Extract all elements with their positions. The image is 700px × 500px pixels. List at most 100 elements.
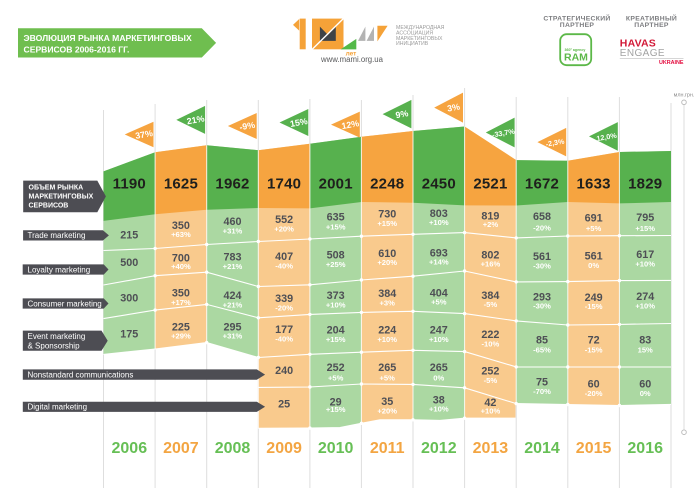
svg-text:СЕРВИСОВ 2006-2016 ГГ.: СЕРВИСОВ 2006-2016 ГГ. bbox=[24, 44, 130, 54]
svg-text:-20%: -20% bbox=[533, 223, 551, 232]
svg-text:www.mami.org.ua: www.mami.org.ua bbox=[320, 55, 384, 64]
svg-text:42: 42 bbox=[484, 397, 496, 409]
svg-text:Loyalty marketing: Loyalty marketing bbox=[28, 265, 91, 274]
svg-text:+10%: +10% bbox=[481, 407, 501, 416]
svg-text:+10%: +10% bbox=[326, 300, 346, 309]
svg-text:МЕЖДУНАРОДНАЯ: МЕЖДУНАРОДНАЯ bbox=[396, 25, 445, 31]
svg-text:2006: 2006 bbox=[112, 440, 148, 457]
svg-text:60: 60 bbox=[639, 379, 651, 391]
svg-text:274: 274 bbox=[636, 291, 654, 303]
svg-text:-40%: -40% bbox=[275, 334, 293, 343]
svg-text:& Sponsorship: & Sponsorship bbox=[28, 341, 81, 350]
svg-text:+31%: +31% bbox=[223, 331, 243, 340]
svg-text:-30%: -30% bbox=[533, 302, 551, 311]
svg-text:177: 177 bbox=[275, 324, 293, 336]
svg-text:1190: 1190 bbox=[113, 176, 146, 193]
svg-text:-65%: -65% bbox=[533, 345, 551, 354]
svg-text:295: 295 bbox=[223, 322, 241, 334]
svg-text:25: 25 bbox=[278, 399, 290, 411]
svg-text:1625: 1625 bbox=[164, 176, 198, 193]
svg-text:СТРАТЕГИЧЕСКИЙ: СТРАТЕГИЧЕСКИЙ bbox=[543, 13, 610, 22]
svg-text:552: 552 bbox=[275, 214, 293, 226]
svg-text:635: 635 bbox=[327, 212, 345, 224]
svg-text:265: 265 bbox=[430, 362, 448, 374]
svg-text:лет: лет bbox=[346, 50, 357, 57]
svg-text:-20%: -20% bbox=[275, 303, 293, 312]
svg-text:КРЕАТИВНЫЙ: КРЕАТИВНЫЙ bbox=[626, 13, 677, 22]
svg-text:2015: 2015 bbox=[576, 440, 612, 457]
svg-text:АССОЦИАЦИЯ: АССОЦИАЦИЯ bbox=[396, 30, 433, 36]
svg-text:803: 803 bbox=[430, 208, 448, 220]
svg-text:29: 29 bbox=[330, 397, 342, 409]
svg-text:МАРКЕТИНГОВЫХ: МАРКЕТИНГОВЫХ bbox=[396, 36, 443, 42]
svg-text:Nonstandard communications: Nonstandard communications bbox=[28, 370, 134, 379]
svg-text:HAVAS: HAVAS bbox=[620, 38, 656, 50]
svg-text:252: 252 bbox=[327, 362, 345, 374]
svg-text:-5%: -5% bbox=[484, 300, 498, 309]
svg-text:38: 38 bbox=[433, 395, 445, 407]
svg-text:+15%: +15% bbox=[326, 335, 346, 344]
svg-text:+15%: +15% bbox=[377, 219, 397, 228]
svg-text:610: 610 bbox=[378, 248, 396, 260]
svg-text:224: 224 bbox=[378, 325, 396, 337]
svg-text:+21%: +21% bbox=[223, 262, 243, 271]
svg-text:373: 373 bbox=[327, 290, 345, 302]
svg-text:+21%: +21% bbox=[223, 300, 243, 309]
svg-text:72: 72 bbox=[588, 335, 600, 347]
svg-text:0%: 0% bbox=[588, 261, 599, 270]
svg-text:252: 252 bbox=[481, 366, 499, 378]
svg-text:+10%: +10% bbox=[429, 404, 449, 413]
svg-text:ПАРТНЕР: ПАРТНЕР bbox=[634, 22, 669, 29]
svg-text:1672: 1672 bbox=[525, 176, 559, 193]
svg-text:-15%: -15% bbox=[585, 345, 603, 354]
svg-text:37%: 37% bbox=[134, 128, 153, 141]
svg-text:1740: 1740 bbox=[267, 176, 301, 193]
svg-text:ОБЪЕМ РЫНКА: ОБЪЕМ РЫНКА bbox=[29, 185, 84, 192]
svg-text:-30%: -30% bbox=[533, 261, 551, 270]
svg-text:2450: 2450 bbox=[422, 176, 456, 193]
svg-text:500: 500 bbox=[120, 257, 138, 269]
svg-text:ENGAGE: ENGAGE bbox=[620, 48, 665, 59]
svg-text:360° agency: 360° agency bbox=[565, 48, 586, 52]
svg-text:3%: 3% bbox=[446, 102, 460, 114]
svg-text:Digital marketing: Digital marketing bbox=[28, 403, 88, 412]
svg-text:+15%: +15% bbox=[326, 405, 346, 414]
svg-text:2011: 2011 bbox=[370, 440, 405, 457]
svg-text:-40%: -40% bbox=[275, 261, 293, 270]
svg-text:+15%: +15% bbox=[635, 224, 655, 233]
svg-text:819: 819 bbox=[481, 211, 499, 223]
svg-text:+3%: +3% bbox=[379, 298, 395, 307]
svg-text:+10%: +10% bbox=[635, 260, 655, 269]
svg-text:-70%: -70% bbox=[533, 387, 551, 396]
svg-text:247: 247 bbox=[430, 325, 448, 337]
svg-text:75: 75 bbox=[536, 377, 548, 389]
svg-text:802: 802 bbox=[481, 250, 499, 262]
svg-text:83: 83 bbox=[639, 335, 651, 347]
svg-text:404: 404 bbox=[430, 287, 448, 299]
svg-text:+25%: +25% bbox=[326, 260, 346, 269]
svg-text:+10%: +10% bbox=[429, 335, 449, 344]
svg-text:ЭВОЛЮЦИЯ РЫНКА МАРКЕТИНГОВЫХ: ЭВОЛЮЦИЯ РЫНКА МАРКЕТИНГОВЫХ bbox=[24, 33, 192, 43]
svg-text:+40%: +40% bbox=[171, 262, 191, 271]
svg-text:-15%: -15% bbox=[585, 302, 603, 311]
svg-text:+10%: +10% bbox=[377, 335, 397, 344]
svg-text:249: 249 bbox=[585, 292, 603, 304]
svg-text:+20%: +20% bbox=[377, 258, 397, 267]
svg-text:300: 300 bbox=[120, 292, 138, 304]
svg-text:+5%: +5% bbox=[328, 373, 344, 382]
svg-text:12,0%: 12,0% bbox=[596, 131, 618, 144]
svg-text:ПАРТНЕР: ПАРТНЕР bbox=[560, 22, 595, 29]
svg-text:1962: 1962 bbox=[215, 176, 249, 193]
svg-text:+15%: +15% bbox=[326, 222, 346, 231]
svg-text:+20%: +20% bbox=[274, 224, 294, 233]
svg-text:700: 700 bbox=[172, 253, 190, 265]
svg-text:460: 460 bbox=[223, 216, 241, 228]
svg-text:2013: 2013 bbox=[473, 440, 509, 457]
svg-text:204: 204 bbox=[327, 325, 345, 337]
svg-text:384: 384 bbox=[378, 288, 396, 300]
svg-text:21%: 21% bbox=[186, 113, 205, 126]
svg-text:СЕРВИСОВ: СЕРВИСОВ bbox=[29, 203, 69, 210]
svg-text:240: 240 bbox=[275, 365, 293, 377]
svg-text:658: 658 bbox=[533, 211, 551, 223]
svg-text:UKRAINE: UKRAINE bbox=[659, 60, 684, 66]
